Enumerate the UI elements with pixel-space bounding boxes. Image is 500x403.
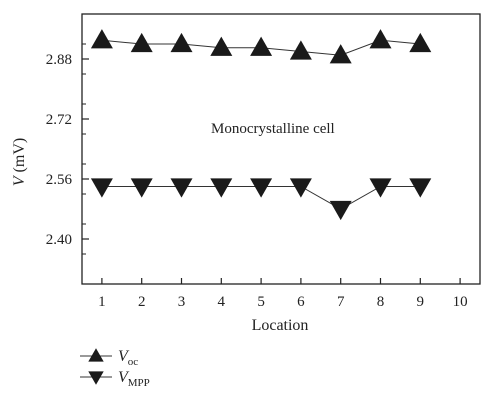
legend-label-vmpp: VMPP [118, 369, 150, 389]
data-point-vmpp [409, 178, 432, 198]
data-point-voc [409, 32, 432, 53]
data-point-vmpp [210, 178, 233, 198]
data-point-vmpp [90, 178, 113, 198]
y-tick-label: 2.72 [46, 112, 72, 128]
data-point-voc [130, 32, 153, 53]
data-point-voc [210, 36, 233, 56]
y-tick-label: 2.56 [46, 172, 73, 188]
data-point-voc [170, 32, 193, 53]
data-point-voc [90, 29, 113, 49]
data-point-voc [369, 29, 392, 49]
y-axis-label: V (mV) [11, 138, 28, 186]
x-tick-label: 1 [98, 294, 106, 310]
x-tick-label: 9 [417, 294, 425, 310]
legend-label-sub: MPP [128, 377, 150, 389]
x-tick-label: 6 [297, 294, 305, 310]
y-tick-label: 2.88 [46, 52, 72, 68]
data-point-voc [329, 44, 352, 64]
data-point-vmpp [369, 178, 392, 198]
legend-marker-voc [88, 348, 104, 362]
legend-marker-vmpp [88, 371, 104, 385]
data-point-vmpp [289, 178, 312, 198]
y-axis-label-symbol: V [11, 174, 28, 186]
x-tick-label: 2 [138, 294, 146, 310]
chart-annotation: Monocrystalline cell [211, 121, 335, 137]
data-point-vmpp [250, 178, 273, 198]
plot-area: 1 2 3 4 5 6 7 8 9 10 2.40 2.56 2.72 2.88 [46, 13, 481, 310]
legend-label-main: V [118, 369, 130, 386]
data-point-vmpp [170, 178, 193, 198]
legend-label-main: V [118, 348, 130, 365]
x-tick-label: 3 [178, 294, 186, 310]
data-point-voc [250, 36, 273, 56]
y-axis-label-unit: (mV) [11, 138, 28, 177]
legend-label-voc: Voc [118, 348, 138, 368]
x-tick-label: 5 [257, 294, 265, 310]
data-point-vmpp [130, 178, 153, 198]
data-point-vmpp [329, 200, 352, 221]
x-axis-label: Location [252, 317, 309, 334]
plot-frame [81, 13, 481, 285]
x-tick-label: 7 [337, 294, 345, 310]
x-tick-label: 8 [377, 294, 385, 310]
x-tick-label: 10 [453, 294, 468, 310]
y-tick-label: 2.40 [46, 232, 72, 248]
data-point-voc [289, 40, 312, 60]
x-tick-label: 4 [218, 294, 226, 310]
legend-label-sub: oc [128, 356, 139, 368]
